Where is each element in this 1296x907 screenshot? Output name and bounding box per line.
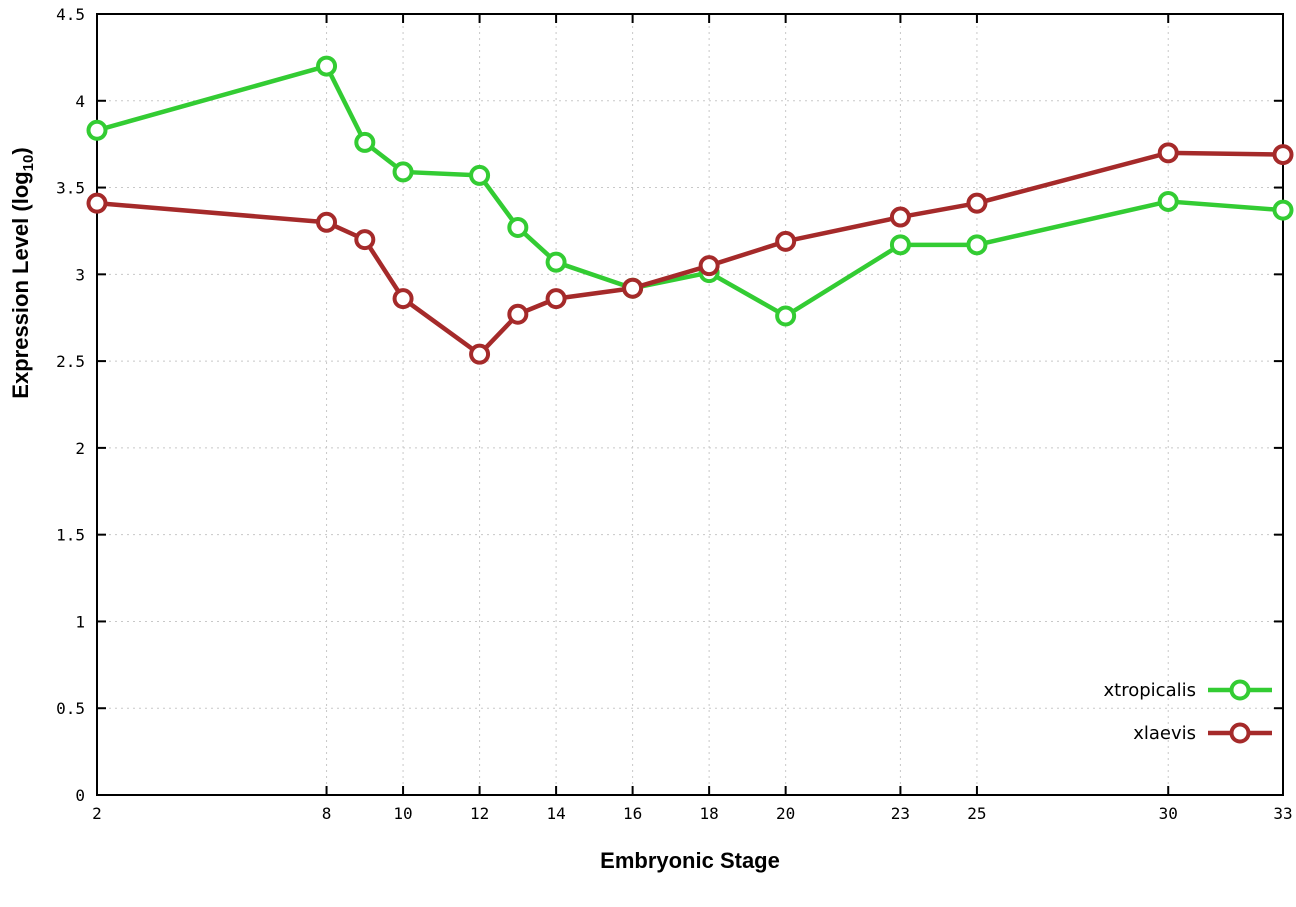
data-point-xlaevis	[392, 288, 414, 310]
x-tick-label: 2	[92, 804, 102, 823]
y-tick-label: 1	[75, 612, 85, 631]
data-point-xlaevis	[889, 206, 911, 228]
y-tick-label: 4.5	[56, 5, 85, 24]
data-point-xlaevis	[507, 303, 529, 325]
x-tick-label: 10	[393, 804, 412, 823]
x-tick-label: 30	[1159, 804, 1178, 823]
data-point-xlaevis	[354, 229, 376, 251]
x-tick-label: 8	[322, 804, 332, 823]
data-point-xtropicalis	[889, 234, 911, 256]
data-point-xlaevis	[966, 192, 988, 214]
data-point-xtropicalis	[86, 119, 108, 141]
series-line-xtropicalis	[94, 63, 1286, 319]
x-tick-label: 20	[776, 804, 795, 823]
data-point-xtropicalis	[775, 305, 797, 327]
data-point-xlaevis	[775, 230, 797, 252]
axes: 2 8 10 12 14 16 18 20 23 25 30 33 0 0.5 1 1.5 2 2.5 3 3.5 4 4…	[56, 5, 1293, 823]
data-point-xtropicalis	[966, 234, 988, 256]
y-tick-label: 3	[75, 265, 85, 284]
x-tick-label: 18	[699, 804, 718, 823]
legend: xtropicalis xlaevis	[1104, 679, 1272, 744]
data-point-xtropicalis	[507, 216, 529, 238]
data-point-xtropicalis	[1157, 190, 1179, 212]
grid	[96, 13, 1284, 796]
x-tick-label: 14	[546, 804, 565, 823]
data-point-xtropicalis	[354, 131, 376, 153]
y-axis-title: Expression Level (log10)	[8, 147, 37, 398]
y-tick-label: 4	[75, 92, 85, 111]
data-point-xlaevis	[545, 288, 567, 310]
y-tick-label: 2.5	[56, 352, 85, 371]
data-point-xtropicalis	[469, 164, 491, 186]
data-point-xlaevis	[1272, 144, 1294, 166]
x-tick-label: 12	[470, 804, 489, 823]
data-point-xlaevis	[698, 255, 720, 277]
y-tick-label: 1.5	[56, 526, 85, 545]
x-tick-label: 25	[967, 804, 986, 823]
series-line-xlaevis	[94, 150, 1286, 357]
data-point-xtropicalis	[1272, 199, 1294, 221]
data-point-xlaevis	[1157, 142, 1179, 164]
plot-border	[96, 13, 1284, 796]
data-point-xlaevis	[86, 192, 108, 214]
data-point-xtropicalis	[316, 55, 338, 77]
x-axis-title: Embryonic Stage	[600, 848, 780, 873]
legend-marker-xlaevis	[1229, 722, 1251, 744]
data-point-xtropicalis	[392, 161, 414, 183]
series	[86, 55, 1294, 365]
legend-label-xlaevis: xlaevis	[1133, 723, 1196, 744]
x-tick-label: 23	[891, 804, 910, 823]
data-point-xlaevis	[622, 277, 644, 299]
y-tick-label: 3.5	[56, 179, 85, 198]
x-tick-label: 16	[623, 804, 642, 823]
legend-label-xtropicalis: xtropicalis	[1104, 680, 1196, 701]
legend-marker-xtropicalis	[1229, 679, 1251, 701]
y-tick-label: 0.5	[56, 699, 85, 718]
y-tick-label: 2	[75, 439, 85, 458]
data-point-xlaevis	[469, 343, 491, 365]
y-tick-label: 0	[75, 786, 85, 805]
data-point-xtropicalis	[545, 251, 567, 273]
x-tick-label: 33	[1273, 804, 1292, 823]
data-point-xlaevis	[316, 211, 338, 233]
